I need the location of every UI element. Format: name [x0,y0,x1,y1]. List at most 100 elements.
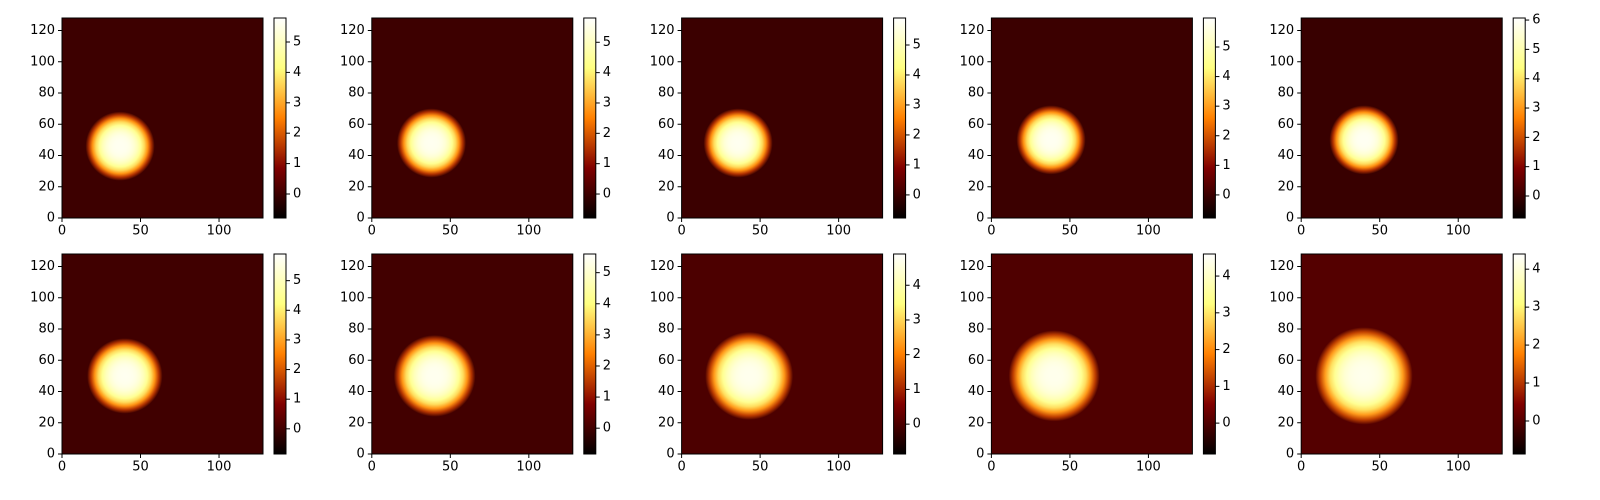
colorbar-tick-label: 4 [293,303,301,318]
x-tick-label: 50 [442,460,459,475]
y-tick-label: 80 [38,322,55,337]
spot [393,335,476,417]
y-tick-label: 60 [658,353,675,368]
colorbar-frame [1512,17,1526,219]
y-tick-label: 60 [968,117,985,132]
y-tick-label: 120 [30,259,55,274]
y-tick-label: 60 [38,117,55,132]
x-tick-label: 100 [1136,224,1161,239]
y-tick-label: 0 [666,447,674,462]
y-tick-label: 80 [348,322,365,337]
y-tick-label: 20 [1278,415,1295,430]
y-tick-label: 0 [357,447,365,462]
spot [703,108,773,178]
colorbar [893,254,906,454]
y-tick-label: 0 [666,211,674,226]
x-tick-label: 0 [58,460,66,475]
x-tick-label: 50 [752,224,769,239]
y-tick-label: 100 [30,290,55,305]
x-tick-label: 100 [207,460,232,475]
colorbar-tick-label: 5 [1222,39,1230,54]
colorbar-tick-label: 5 [913,37,921,52]
x-tick-label: 50 [1062,224,1079,239]
y-tick-label: 60 [1278,353,1295,368]
x-tick-label: 100 [516,224,541,239]
colorbar-tick-label: 4 [1532,71,1540,86]
x-tick-label: 0 [58,224,66,239]
colorbar-tick-label: 0 [1532,189,1540,204]
colorbar-tick-label: 1 [1222,379,1230,394]
axes-frame [990,17,1193,219]
y-tick-label: 80 [348,86,365,101]
colorbar-frame [1202,253,1216,455]
image-background [991,18,1193,218]
y-tick-label: 0 [47,447,55,462]
axes-frame [681,253,884,455]
x-tick-label: 0 [1297,460,1305,475]
colorbar-tick-label: 3 [1532,101,1540,116]
colorbar-tick-label: 5 [293,35,301,50]
colorbar-tick-label: 0 [603,187,611,202]
colorbar-tick-label: 1 [293,156,301,171]
y-tick-label: 120 [340,259,365,274]
colorbar-tick-label: 2 [913,127,921,142]
colorbar [1203,18,1216,218]
x-tick-label: 100 [1446,224,1471,239]
y-tick-label: 40 [1278,148,1295,163]
colorbar-tick-label: 5 [603,265,611,280]
x-tick-label: 50 [1062,460,1079,475]
x-tick-label: 0 [677,224,685,239]
y-tick-label: 60 [348,353,365,368]
colorbar [583,18,596,218]
x-tick-label: 0 [987,460,995,475]
y-tick-label: 20 [968,179,985,194]
colorbar [1513,254,1526,454]
y-tick-label: 20 [38,179,55,194]
colorbar [274,18,286,218]
y-tick-label: 80 [658,322,675,337]
colorbar-tick-label: 4 [1532,262,1540,277]
y-tick-label: 120 [960,259,985,274]
y-tick-label: 100 [1269,54,1294,69]
colorbar [1513,18,1526,218]
colorbar-tick-label: 5 [293,273,301,288]
y-tick-label: 40 [348,384,365,399]
colorbar [583,254,596,454]
colorbar-frame [893,17,907,219]
colorbar-tick-label: 3 [1222,305,1230,320]
y-tick-label: 40 [968,148,985,163]
y-tick-label: 20 [968,415,985,430]
panel: 0 50 100 0 20 40 60 80 100 120 0 1 2 3 4 5 [30,17,301,239]
spot [1008,330,1100,422]
image-background [371,18,573,218]
y-tick-label: 40 [38,384,55,399]
x-tick-label: 50 [132,224,149,239]
panel: 0 50 100 0 20 40 60 80 100 120 0 1 2 3 4 [1269,253,1540,475]
y-tick-label: 100 [340,54,365,69]
colorbar-tick-label: 3 [293,332,301,347]
colorbar-tick-label: 3 [603,327,611,342]
colorbar-tick-label: 0 [603,421,611,436]
colorbar-frame [1512,253,1526,455]
colorbar-tick-label: 1 [913,382,921,397]
colorbar-tick-label: 1 [603,156,611,171]
x-tick-label: 0 [1297,224,1305,239]
colorbar-tick-label: 3 [1222,99,1230,114]
panel: 0 50 100 0 20 40 60 80 100 120 0 1 2 3 4 5 [650,17,921,239]
colorbar-tick-label: 1 [913,157,921,172]
y-tick-label: 120 [1269,259,1294,274]
y-tick-label: 100 [960,54,985,69]
y-tick-label: 20 [658,415,675,430]
colorbar-tick-label: 0 [913,187,921,202]
axes-frame [681,17,884,219]
x-tick-label: 0 [677,460,685,475]
colorbar-tick-label: 1 [293,392,301,407]
spot [1315,327,1413,425]
y-tick-label: 100 [340,290,365,305]
colorbar [893,18,906,218]
y-tick-label: 0 [47,211,55,226]
colorbar-tick-label: 2 [603,358,611,373]
axes-frame [1300,17,1503,219]
y-tick-label: 40 [968,384,985,399]
axes-frame [371,253,574,455]
